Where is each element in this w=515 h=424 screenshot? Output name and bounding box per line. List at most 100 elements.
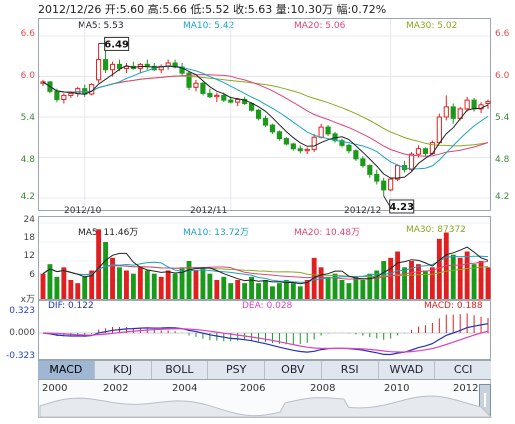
- price-tick-right-1: 6.6: [495, 29, 510, 39]
- volume-bar: [68, 280, 74, 299]
- volume-bar: [409, 261, 414, 299]
- candle-body: [311, 136, 317, 150]
- candle-body: [283, 138, 289, 145]
- indicator-tabs: MACD KDJ BOLL PSY OBV RSI WVAD CCI: [38, 360, 491, 380]
- tab-wvad[interactable]: WVAD: [379, 361, 436, 379]
- candle-body: [381, 180, 387, 191]
- nav-year-2008: 2008: [310, 383, 336, 394]
- high-label: 高:: [147, 3, 163, 16]
- volume-bar: [103, 242, 109, 299]
- date-label-oct: 2012/10: [64, 206, 102, 216]
- candle-body: [249, 103, 255, 111]
- candle-body: [360, 158, 366, 167]
- tab-boll[interactable]: BOLL: [152, 361, 209, 379]
- macd-dif-legend: DIF: 0.122: [48, 301, 94, 311]
- volume-bar: [110, 257, 115, 299]
- price-tick-left-1: 6.6: [20, 29, 35, 39]
- close-label: 收:: [233, 3, 248, 16]
- tab-obv[interactable]: OBV: [265, 361, 322, 379]
- tab-rsi[interactable]: RSI: [322, 361, 379, 379]
- tab-psy[interactable]: PSY: [208, 361, 265, 379]
- volume-ma20-line: [42, 261, 489, 280]
- volume-bar: [193, 270, 199, 299]
- quote-date: 2012/12/26: [38, 3, 102, 16]
- candle-body: [415, 148, 422, 155]
- low-price-label: 4.23: [389, 202, 414, 213]
- volume-bar: [89, 270, 95, 299]
- candle-body: [304, 148, 310, 152]
- candle-body: [471, 99, 477, 110]
- candle-body: [269, 124, 276, 133]
- candle-body: [214, 94, 220, 98]
- volume-bar: [339, 280, 345, 299]
- tab-kdj[interactable]: KDJ: [95, 361, 152, 379]
- volume-bar: [367, 273, 373, 299]
- price-ma20-legend: MA20: 5.06: [294, 21, 346, 31]
- volume-bar: [228, 283, 234, 299]
- volume-value: 10.30万: [290, 3, 334, 16]
- volume-bar: [270, 286, 275, 299]
- quote-summary: 2012/12/26 开:5.60 高:5.66 低:5.52 收:5.63 量…: [38, 1, 386, 17]
- candle-body: [123, 65, 130, 69]
- candle-body: [464, 99, 470, 110]
- candle-body: [450, 106, 456, 119]
- volume-tick-4: 6: [29, 270, 35, 280]
- volume-ma10-line: [42, 255, 489, 283]
- volume-bar: [144, 270, 150, 299]
- macd-value-legend: MACD: 0.188: [424, 301, 483, 311]
- price-ma20-line: [42, 74, 489, 157]
- volume-bar: [429, 267, 435, 299]
- volume-ma5-legend: MA5: 11.46万: [78, 228, 139, 238]
- candle-body: [276, 131, 282, 140]
- price-tick-left-5: 4.2: [20, 192, 35, 202]
- candle-body: [290, 143, 296, 150]
- volume-bar: [82, 276, 88, 299]
- volume-bar: [179, 267, 185, 299]
- volume-bar: [360, 280, 366, 299]
- candle-body: [207, 92, 213, 98]
- low-price-label-box: [389, 199, 415, 214]
- nav-year-2012: 2012: [453, 383, 479, 394]
- volume-bar: [381, 261, 387, 299]
- candle-body: [422, 148, 429, 154]
- volume-bar: [117, 267, 122, 299]
- macd-tick-zero: 0.000: [9, 328, 35, 338]
- volume-bar: [283, 280, 289, 299]
- candle-body: [193, 82, 199, 88]
- volume-bar: [200, 267, 206, 299]
- volume-bar: [402, 267, 407, 299]
- price-ma5-line: [42, 65, 489, 179]
- volume-bar: [263, 280, 268, 299]
- price-tick-left-4: 4.8: [20, 155, 35, 165]
- volume-bar: [221, 276, 227, 299]
- volume-bar: [186, 261, 192, 299]
- tab-macd[interactable]: MACD: [38, 361, 95, 379]
- price-tick-left-3: 5.4: [20, 113, 35, 123]
- volume-bar: [353, 276, 359, 299]
- candle-body: [339, 140, 345, 146]
- candle-body: [367, 165, 373, 175]
- volume-bar: [61, 267, 67, 299]
- candle-body: [61, 94, 67, 100]
- volume-bar: [311, 257, 317, 299]
- volume-bar: [124, 270, 129, 299]
- candle-body: [75, 88, 81, 94]
- tab-cci[interactable]: CCI: [453, 363, 473, 376]
- candle-body: [297, 148, 303, 152]
- low-price-label-leader: [383, 195, 391, 207]
- candle-body: [318, 126, 324, 138]
- date-label-nov: 2012/11: [190, 206, 228, 216]
- macd-tick-top: 0.323: [9, 306, 35, 316]
- volume-bar: [374, 270, 380, 299]
- candle-body: [353, 150, 359, 160]
- candle-body: [228, 99, 234, 103]
- candle-body: [186, 72, 192, 88]
- volume-ma30-legend: MA30: 87372: [406, 225, 466, 235]
- volume-bar: [304, 280, 310, 299]
- volume-bar: [40, 273, 46, 299]
- volume-bar: [457, 257, 463, 299]
- volume-bar: [422, 270, 428, 299]
- price-ma30-legend: MA30: 5.02: [406, 21, 458, 31]
- volume-bar: [346, 283, 352, 299]
